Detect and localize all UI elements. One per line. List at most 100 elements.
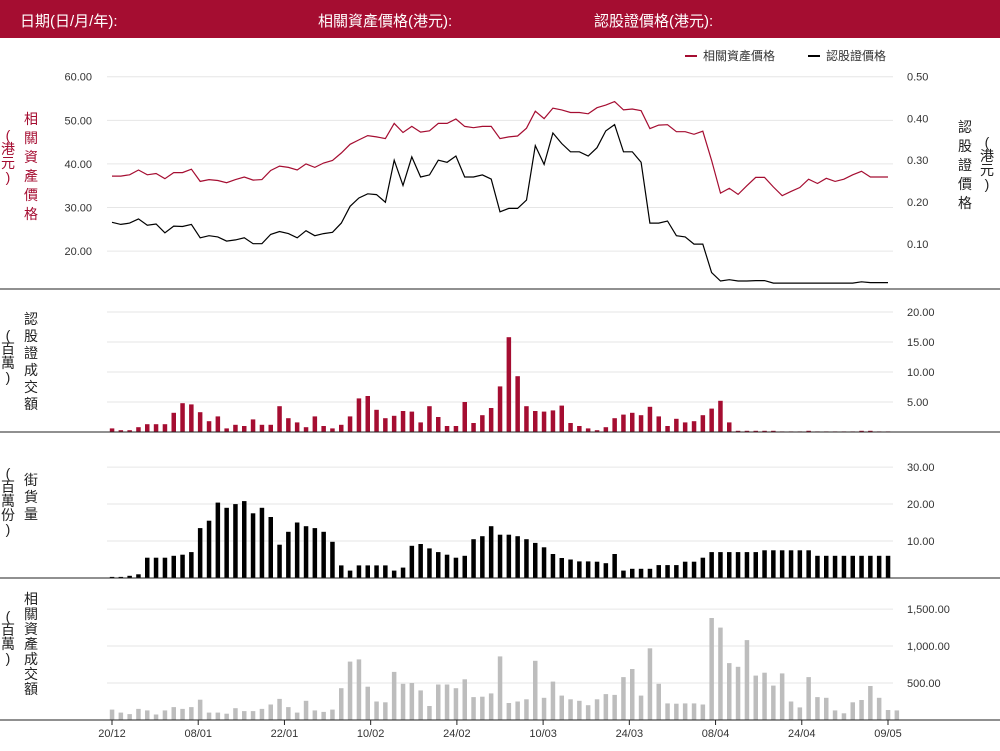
outstanding-bar	[744, 552, 750, 578]
underlying-turnover-bar	[427, 706, 432, 720]
warrant-turnover-bar	[559, 405, 564, 432]
warrant-turnover-bar	[409, 411, 415, 432]
warrant-turnover-bar	[303, 427, 309, 432]
outstanding-bar	[594, 561, 600, 578]
outstanding-bar	[471, 539, 476, 578]
warrant-turnover-bar	[145, 424, 150, 432]
underlying-turnover-bar	[718, 627, 723, 720]
underlying-turnover-bar	[859, 700, 864, 720]
outstanding-bar	[242, 501, 247, 578]
warrant-turnover-panel: 20.00 15.00 10.00 5.00	[107, 307, 935, 432]
warrant-turnover-bar	[585, 428, 591, 432]
underlying-turnover-bar	[541, 697, 547, 720]
underlying-turnover-bar	[868, 686, 873, 720]
outstanding-bar	[171, 555, 176, 578]
underlying-turnover-bar	[215, 712, 221, 720]
warrant-turnover-bar	[735, 430, 741, 432]
warrant-turnover-bar	[365, 396, 370, 432]
outstanding-bar	[400, 567, 406, 578]
outstanding-bar	[250, 513, 256, 578]
outstanding-bar	[391, 570, 397, 578]
underlying-turnover-bar	[585, 705, 591, 720]
right-axis-title: 認股證價格	[958, 119, 972, 211]
price-left-tick: 40.00	[64, 159, 92, 171]
underlying-turnover-bar	[400, 683, 406, 720]
outstanding-bar	[444, 554, 450, 578]
outstanding-bar	[682, 561, 688, 578]
outstanding-bar	[189, 552, 194, 578]
underlying-turnover-bar	[832, 710, 838, 720]
underlying-turnover-bar	[330, 709, 335, 720]
outstanding-bar	[418, 544, 423, 578]
outstanding-bar	[735, 552, 741, 578]
underlying-turnover-bar	[418, 690, 423, 720]
underlying-turnover-bar	[753, 675, 758, 720]
outstanding-bar	[806, 550, 811, 578]
warrant-turnover-bar	[286, 418, 291, 432]
underlying-turnover-bar	[321, 711, 326, 720]
warrant-turnover-bar	[444, 426, 450, 432]
x-axis: 20/12 08/01 22/01 10/02 24/02 10/03 24/03 08/04…	[98, 720, 902, 740]
outstanding-bar	[224, 507, 229, 578]
warrant-turnover-bar	[347, 416, 353, 432]
warrant-turnover-bar	[603, 427, 609, 432]
outstanding-bar	[709, 552, 714, 578]
warrant-turnover-bar	[656, 416, 661, 432]
underlying-turnover-bar	[312, 710, 318, 720]
outstanding-bar	[497, 534, 503, 578]
outstanding-bar	[506, 534, 512, 578]
outstanding-bar	[674, 565, 679, 578]
x-tick-label: 20/12	[98, 728, 126, 740]
outstanding-bar	[885, 555, 891, 578]
underlying-turnover-bar	[383, 702, 388, 720]
warrant-turnover-bar	[453, 426, 459, 432]
warrant-turnover-bar	[630, 412, 635, 432]
underlying-turnover-panel: 1,500.00 1,000.00 500.00	[107, 604, 950, 720]
warrant-turnover-bar	[206, 421, 212, 432]
warrant-turnover-bar	[533, 411, 538, 432]
underlying-turnover-bar	[118, 712, 124, 720]
outstanding-bar	[453, 557, 459, 578]
underlying-turnover-bar	[876, 697, 882, 720]
outstanding-bar	[215, 502, 221, 578]
underlying-turnover-bar	[594, 699, 600, 720]
price-left-tick: 50.00	[64, 115, 92, 127]
underlying-turnover-tick: 1,000.00	[907, 641, 950, 653]
underlying-turnover-bar	[674, 703, 679, 720]
outstanding-bar	[427, 548, 432, 578]
outstanding-bar	[603, 563, 609, 578]
underlying-turnover-bar	[233, 708, 238, 720]
warrant-turnover-tick: 10.00	[907, 367, 935, 379]
outstanding-bar	[559, 558, 564, 578]
outstanding-bar	[876, 555, 882, 578]
underlying-turnover-bar	[365, 686, 370, 720]
outstanding-bar	[718, 552, 723, 578]
underlying-turnover-bar	[259, 708, 265, 720]
outstanding-bar	[180, 554, 185, 578]
warrant-turnover-bar	[374, 409, 379, 432]
warrant-turnover-bar	[665, 426, 670, 432]
warrant-turnover-bar	[171, 412, 176, 432]
underlying-turnover-bar	[824, 697, 829, 720]
warrant-turnover-bar	[136, 427, 141, 432]
underlying-turnover-bar	[189, 707, 194, 720]
price-right-tick: 0.40	[907, 113, 928, 125]
underlying-turnover-title: 相關資產成交額	[24, 591, 38, 697]
x-tick-label: 08/01	[184, 728, 212, 740]
outstanding-tick: 10.00	[907, 536, 935, 548]
underlying-turnover-bar	[524, 699, 529, 720]
warrant-turnover-bar	[400, 411, 406, 432]
underlying-turnover-bar	[444, 684, 450, 720]
underlying-turnover-bar	[145, 710, 150, 720]
underlying-turnover-bar	[841, 713, 847, 720]
warrant-turnover-bar	[109, 428, 115, 432]
price-right-tick: 0.10	[907, 239, 928, 251]
warrant-turnover-bar	[515, 376, 520, 432]
underlying-turnover-bar	[762, 672, 767, 720]
price-right-tick: 0.50	[907, 71, 928, 83]
warrant-turnover-tick: 5.00	[907, 397, 928, 409]
underlying-turnover-bar	[462, 679, 467, 720]
underlying-price-label: 相關資產價格(港元):	[318, 13, 453, 30]
underlying-turnover-bar	[665, 703, 670, 720]
underlying-turnover-bar	[568, 699, 573, 720]
